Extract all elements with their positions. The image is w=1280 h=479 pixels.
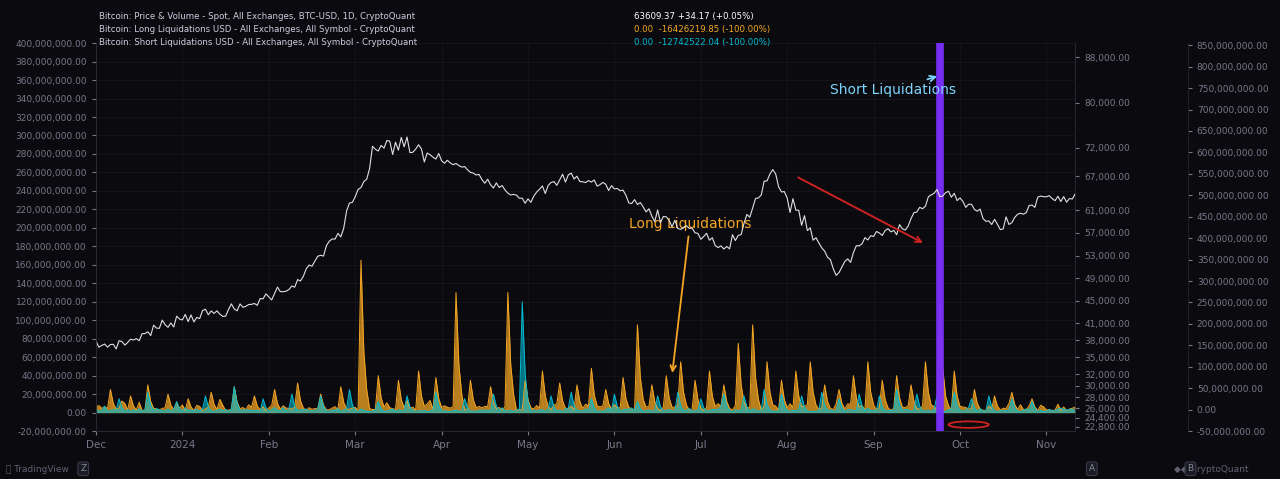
Text: Long Liquidations: Long Liquidations	[628, 217, 751, 371]
Text: Bitcoin: Short Liquidations USD - All Exchanges, All Symbol - CryptoQuant: Bitcoin: Short Liquidations USD - All Ex…	[99, 38, 417, 47]
Text: 0.00  -16426219.85 (-100.00%): 0.00 -16426219.85 (-100.00%)	[634, 25, 769, 34]
Text: 0.00  -12742522.04 (-100.00%): 0.00 -12742522.04 (-100.00%)	[634, 38, 769, 47]
Text: ⧳ TradingView: ⧳ TradingView	[6, 465, 69, 474]
Text: 63609.37 +34.17 (+0.05%): 63609.37 +34.17 (+0.05%)	[634, 12, 753, 21]
Text: Bitcoin: Price & Volume - Spot, All Exchanges, BTC-USD, 1D, CryptoQuant: Bitcoin: Price & Volume - Spot, All Exch…	[99, 12, 415, 21]
Text: B: B	[1188, 464, 1193, 473]
Text: Short Liquidations: Short Liquidations	[831, 76, 956, 97]
Text: Z: Z	[81, 464, 86, 473]
Text: A: A	[1089, 464, 1094, 473]
Text: ◆◆ CryptoQuant: ◆◆ CryptoQuant	[1174, 465, 1248, 474]
Text: Bitcoin: Long Liquidations USD - All Exchanges, All Symbol - CryptoQuant: Bitcoin: Long Liquidations USD - All Exc…	[99, 25, 415, 34]
